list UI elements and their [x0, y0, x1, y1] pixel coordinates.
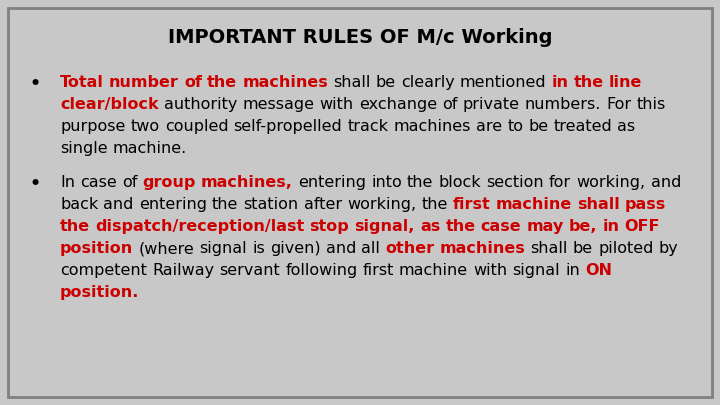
Text: as: as — [420, 219, 440, 234]
Text: as: as — [618, 119, 636, 134]
Text: machines: machines — [394, 119, 471, 134]
Text: stop: stop — [310, 219, 349, 234]
Text: by: by — [659, 241, 678, 256]
Text: case: case — [80, 175, 117, 190]
Text: mentioned: mentioned — [460, 75, 546, 90]
Text: purpose: purpose — [60, 119, 125, 134]
Text: For: For — [606, 97, 631, 112]
Text: signal,: signal, — [354, 219, 415, 234]
Text: the: the — [207, 75, 238, 90]
Text: all: all — [361, 241, 380, 256]
Text: the: the — [212, 197, 238, 212]
Text: case: case — [481, 219, 521, 234]
Text: machine: machine — [495, 197, 572, 212]
Text: first: first — [362, 263, 394, 278]
Text: OFF: OFF — [624, 219, 660, 234]
Text: two: two — [130, 119, 160, 134]
Text: number: number — [109, 75, 179, 90]
Text: •: • — [30, 175, 41, 193]
Text: in: in — [552, 75, 569, 90]
Text: entering: entering — [139, 197, 207, 212]
Text: working,: working, — [576, 175, 645, 190]
Text: to: to — [508, 119, 523, 134]
Text: of: of — [184, 75, 202, 90]
Text: in: in — [603, 219, 619, 234]
Text: shall: shall — [333, 75, 371, 90]
Text: shall: shall — [577, 197, 620, 212]
Text: message: message — [242, 97, 314, 112]
Text: for: for — [549, 175, 571, 190]
Text: following: following — [285, 263, 357, 278]
Text: into: into — [371, 175, 402, 190]
Text: track: track — [347, 119, 388, 134]
Text: be: be — [528, 119, 549, 134]
Text: Railway: Railway — [152, 263, 214, 278]
Text: coupled: coupled — [165, 119, 228, 134]
Text: working,: working, — [347, 197, 416, 212]
Text: be,: be, — [569, 219, 598, 234]
FancyBboxPatch shape — [8, 8, 712, 397]
Text: signal: signal — [199, 241, 247, 256]
Text: competent: competent — [60, 263, 147, 278]
Text: authority: authority — [163, 97, 237, 112]
Text: Total: Total — [60, 75, 104, 90]
Text: piloted: piloted — [598, 241, 653, 256]
Text: are: are — [476, 119, 502, 134]
Text: machine.: machine. — [113, 141, 187, 156]
Text: In: In — [60, 175, 75, 190]
Text: entering: entering — [298, 175, 366, 190]
Text: block: block — [438, 175, 481, 190]
Text: of: of — [442, 97, 457, 112]
Text: other: other — [385, 241, 434, 256]
Text: and: and — [650, 175, 681, 190]
Text: clearly: clearly — [401, 75, 455, 90]
Text: the: the — [446, 219, 475, 234]
Text: may: may — [526, 219, 564, 234]
Text: and: and — [325, 241, 356, 256]
Text: shall: shall — [530, 241, 567, 256]
Text: of: of — [122, 175, 138, 190]
Text: private: private — [462, 97, 519, 112]
Text: the: the — [574, 75, 604, 90]
Text: IMPORTANT RULES OF M/c Working: IMPORTANT RULES OF M/c Working — [168, 28, 552, 47]
Text: and: and — [104, 197, 134, 212]
Text: position.: position. — [60, 285, 140, 300]
Text: this: this — [636, 97, 665, 112]
Text: first: first — [453, 197, 490, 212]
Text: ON: ON — [585, 263, 612, 278]
Text: with: with — [473, 263, 508, 278]
Text: •: • — [30, 75, 41, 93]
Text: station: station — [243, 197, 299, 212]
Text: signal: signal — [513, 263, 560, 278]
Text: after: after — [304, 197, 342, 212]
Text: self-propelled: self-propelled — [233, 119, 342, 134]
Text: the: the — [421, 197, 448, 212]
Text: clear/block: clear/block — [60, 97, 158, 112]
Text: back: back — [60, 197, 98, 212]
Text: machine: machine — [399, 263, 468, 278]
Text: pass: pass — [625, 197, 666, 212]
Text: group: group — [143, 175, 196, 190]
Text: in: in — [565, 263, 580, 278]
Text: given): given) — [270, 241, 320, 256]
Text: numbers.: numbers. — [524, 97, 601, 112]
Text: machines: machines — [439, 241, 525, 256]
Text: machines,: machines, — [201, 175, 293, 190]
Text: treated: treated — [554, 119, 613, 134]
Text: the: the — [60, 219, 90, 234]
Text: section: section — [486, 175, 544, 190]
Text: be: be — [572, 241, 593, 256]
Text: position: position — [60, 241, 133, 256]
Text: machines: machines — [243, 75, 328, 90]
Text: single: single — [60, 141, 107, 156]
Text: be: be — [376, 75, 396, 90]
Text: servant: servant — [220, 263, 280, 278]
Text: (where: (where — [138, 241, 194, 256]
Text: with: with — [320, 97, 354, 112]
Text: is: is — [252, 241, 265, 256]
Text: line: line — [609, 75, 642, 90]
Text: exchange: exchange — [359, 97, 437, 112]
Text: the: the — [407, 175, 433, 190]
Text: dispatch/reception/last: dispatch/reception/last — [95, 219, 305, 234]
